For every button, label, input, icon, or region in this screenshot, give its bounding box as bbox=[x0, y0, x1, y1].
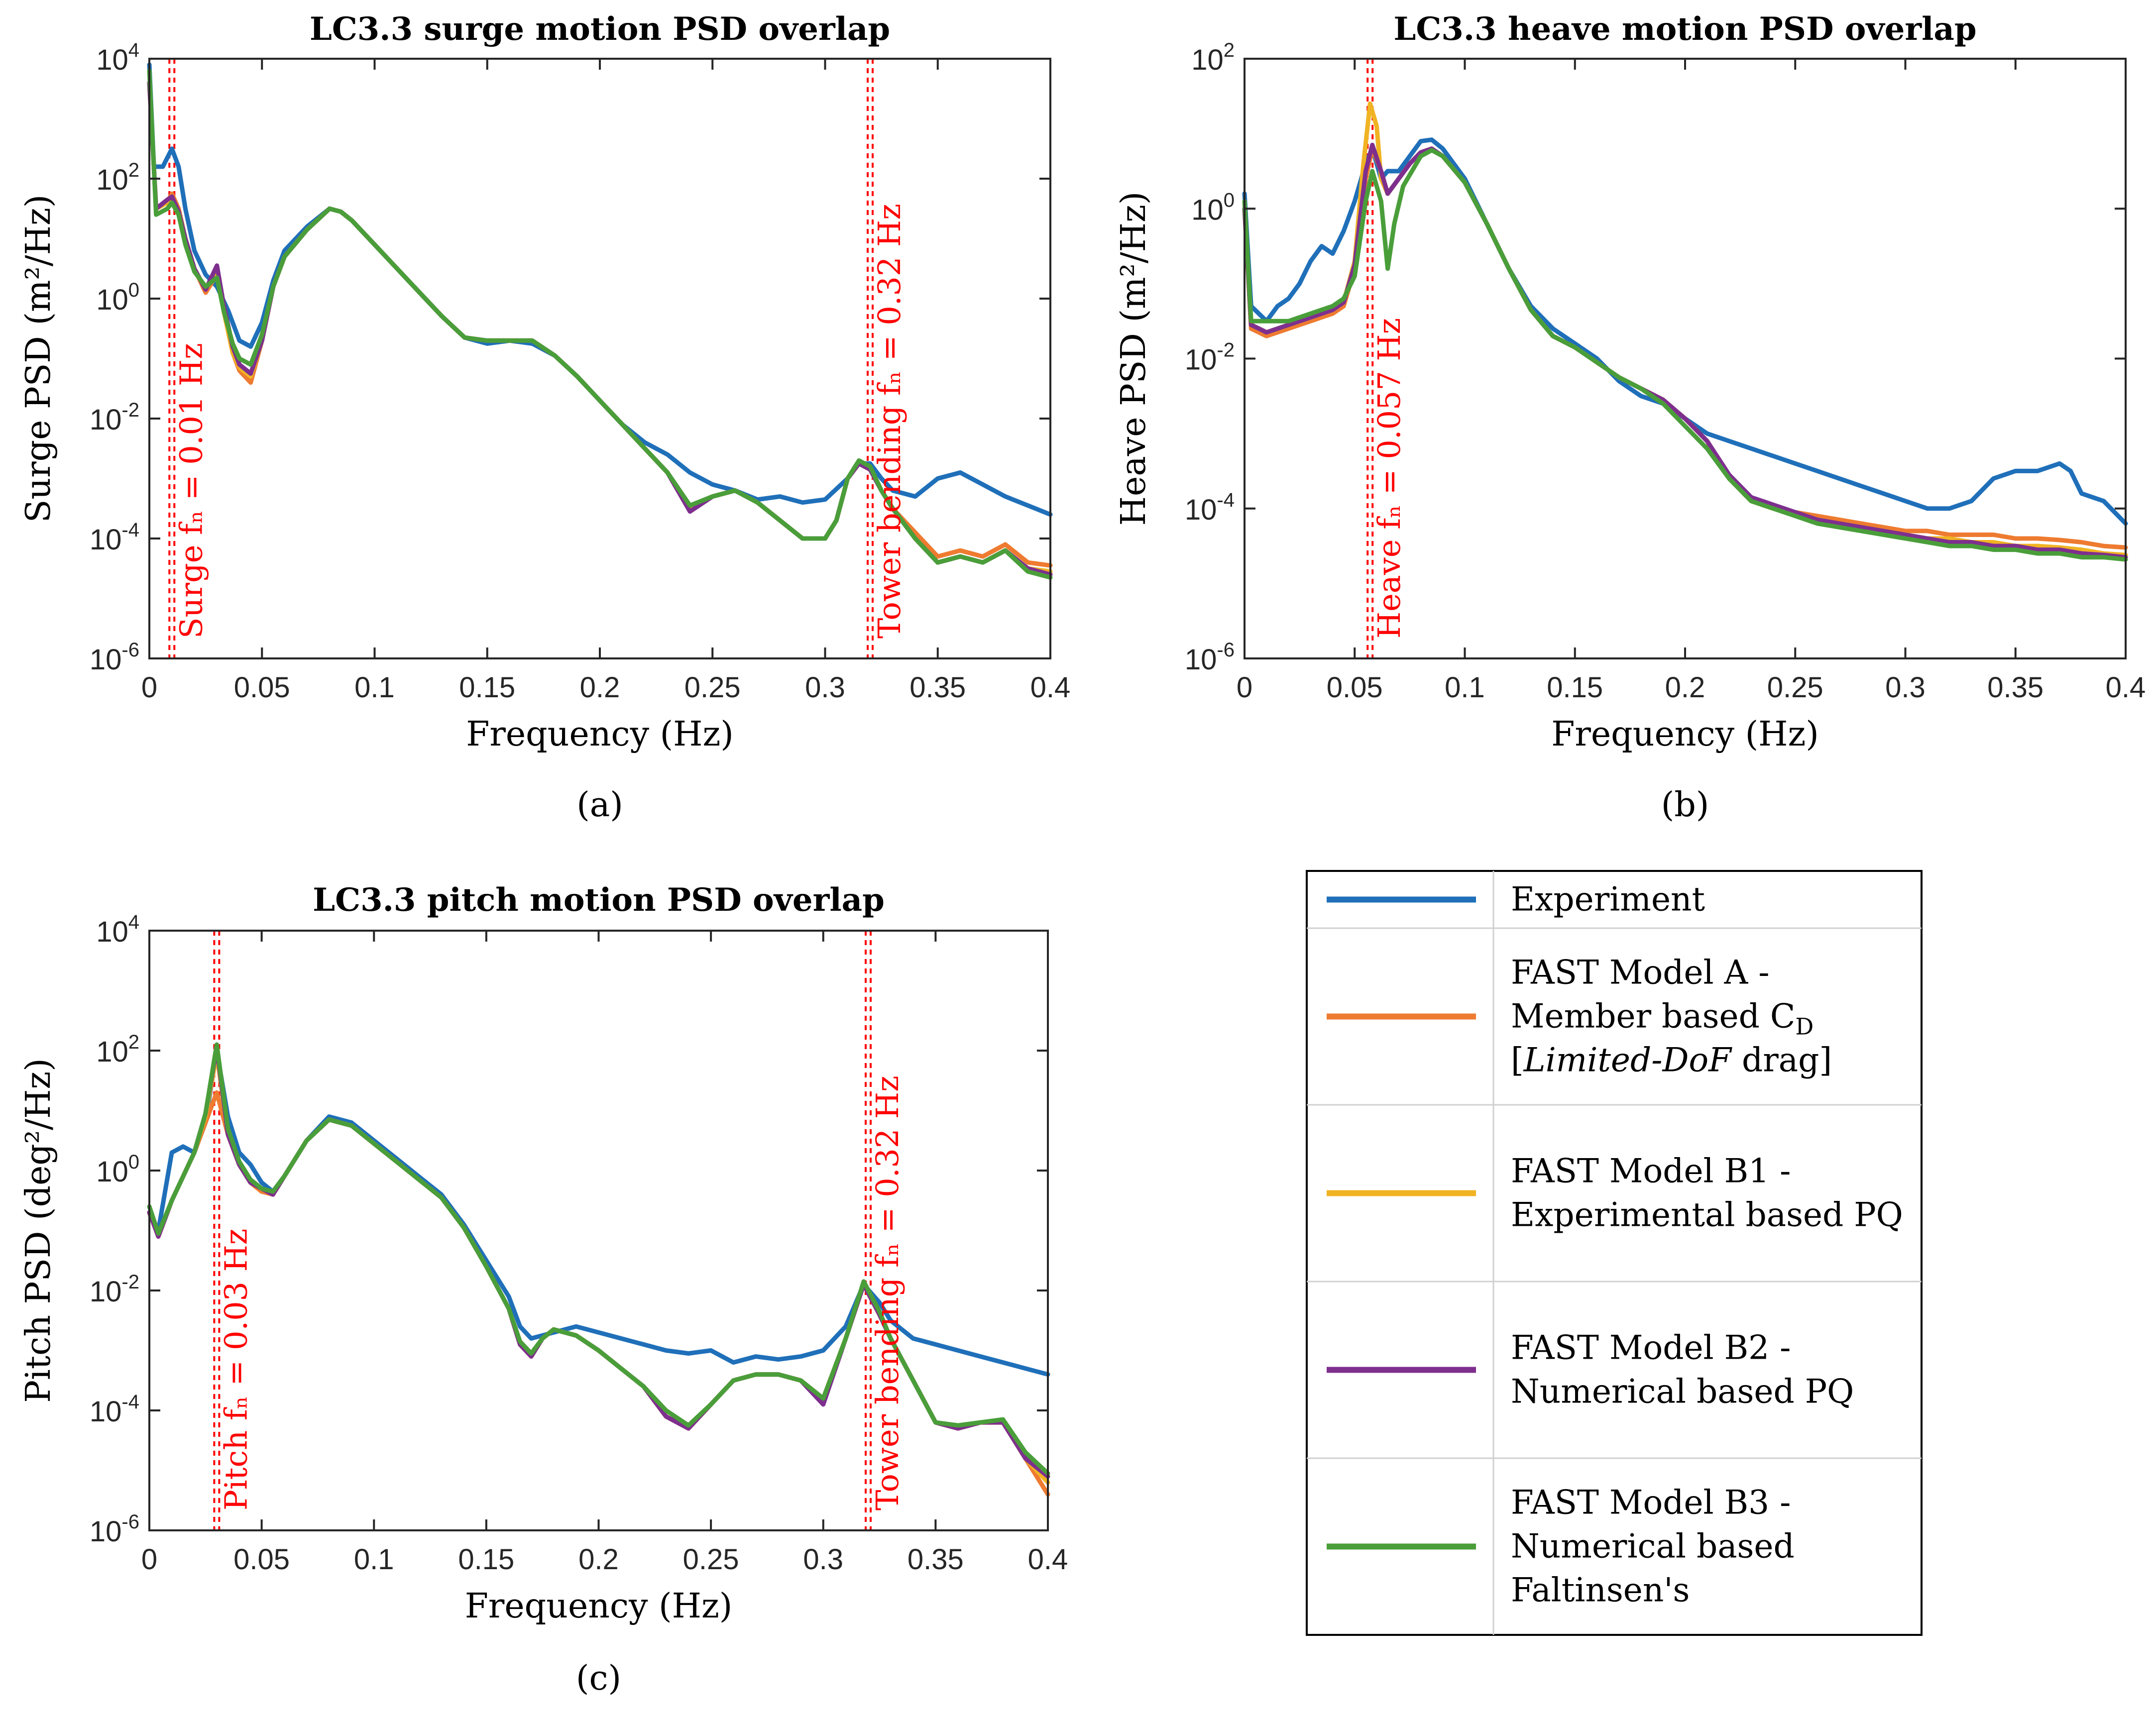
x-tick-label: 0.1 bbox=[354, 1543, 394, 1576]
annotation-label: Tower bending fₙ = 0.32 Hz bbox=[869, 1075, 906, 1510]
panel-label: (c) bbox=[576, 1659, 621, 1698]
legend: Experiment FAST Model A - Member based CD[… bbox=[1306, 870, 1923, 1636]
y-tick-label: 102 bbox=[96, 1031, 139, 1068]
series-line-0 bbox=[147, 1048, 1050, 1377]
x-tick-label: 0.4 bbox=[2106, 671, 2146, 704]
x-tick-label: 0 bbox=[141, 671, 157, 704]
y-tick-label: 104 bbox=[96, 39, 139, 76]
legend-label-model-b3: FAST Model B3 - bbox=[1511, 1484, 1791, 1522]
panel-label: (b) bbox=[1661, 785, 1709, 825]
legend-label-model-b3: Numerical based bbox=[1511, 1527, 1795, 1566]
annotation-label: Heave fₙ = 0.057 Hz bbox=[1371, 318, 1407, 639]
x-tick-label: 0 bbox=[1237, 671, 1252, 704]
x-tick-label: 0.25 bbox=[683, 1543, 739, 1576]
legend-label-model-a: Member based CD bbox=[1511, 997, 1814, 1040]
legend-label-model-b2: FAST Model B2 - bbox=[1511, 1329, 1791, 1367]
x-tick-label: 0 bbox=[141, 1543, 157, 1576]
x-tick-label: 0.25 bbox=[1767, 671, 1823, 704]
y-axis-label: Surge PSD (m²/Hz) bbox=[19, 195, 58, 523]
y-tick-label: 102 bbox=[1191, 39, 1235, 76]
panel-c: Pitch fₙ = 0.03 Hz Tower bending fₙ = 0.3… bbox=[19, 881, 1068, 1698]
y-tick-label: 10-6 bbox=[90, 639, 139, 676]
x-axis-label: Frequency (Hz) bbox=[465, 1587, 733, 1626]
y-tick-label: 100 bbox=[96, 1151, 139, 1188]
x-tick-label: 0.1 bbox=[354, 671, 395, 704]
x-axis-label: Frequency (Hz) bbox=[466, 715, 734, 754]
x-tick-label: 0.2 bbox=[580, 671, 620, 704]
x-tick-label: 0.25 bbox=[684, 671, 741, 704]
x-tick-label: 0.4 bbox=[1028, 1543, 1068, 1576]
x-tick-label: 0.3 bbox=[1885, 671, 1926, 704]
x-tick-label: 0.05 bbox=[233, 1543, 290, 1576]
y-axis-label: Pitch PSD (deg²/Hz) bbox=[19, 1058, 58, 1402]
chart-title: LC3.3 heave motion PSD overlap bbox=[1393, 10, 1976, 48]
series-line-4 bbox=[147, 68, 1053, 580]
panel-a: Surge fₙ = 0.01 Hz Tower bending fₙ = 0.3… bbox=[19, 10, 1070, 825]
plot-area bbox=[149, 931, 1048, 1530]
y-tick-label: 10-2 bbox=[90, 1271, 139, 1308]
x-tick-label: 0.15 bbox=[459, 671, 515, 704]
y-tick-label: 100 bbox=[96, 279, 139, 316]
y-tick-label: 102 bbox=[96, 159, 139, 196]
x-tick-label: 0.3 bbox=[803, 1543, 843, 1576]
legend-box bbox=[1306, 870, 1923, 1636]
y-tick-label: 10-6 bbox=[90, 1511, 139, 1548]
annotation-label: Pitch fₙ = 0.03 Hz bbox=[218, 1229, 254, 1510]
series-line-4 bbox=[1242, 148, 2128, 562]
x-tick-label: 0.35 bbox=[1987, 671, 2043, 704]
panel-label: (a) bbox=[576, 785, 623, 825]
x-tick-label: 0.15 bbox=[458, 1543, 514, 1576]
y-tick-label: 10-4 bbox=[90, 519, 139, 556]
plot-area bbox=[1245, 59, 2126, 658]
x-tick-label: 0.35 bbox=[908, 1543, 964, 1576]
legend-label-model-b1: Experimental based PQ bbox=[1511, 1196, 1903, 1234]
x-tick-label: 0.05 bbox=[1327, 671, 1383, 704]
legend-label-model-b3: Faltinsen's bbox=[1511, 1571, 1690, 1609]
legend-label-experiment: Experiment bbox=[1511, 880, 1705, 919]
x-tick-label: 0.15 bbox=[1547, 671, 1603, 704]
y-tick-label: 100 bbox=[1191, 189, 1235, 226]
x-tick-label: 0.2 bbox=[578, 1543, 619, 1576]
x-tick-label: 0.35 bbox=[909, 671, 966, 704]
x-tick-label: 0.4 bbox=[1030, 671, 1071, 704]
series-line-4 bbox=[147, 1042, 1050, 1476]
x-tick-label: 0.1 bbox=[1445, 671, 1485, 704]
legend-label-model-b1: FAST Model B1 - bbox=[1511, 1152, 1791, 1190]
chart-title: LC3.3 pitch motion PSD overlap bbox=[313, 881, 885, 919]
panel-b: Heave fₙ = 0.057 Hz 0 0.05 0.1 0.15 0.2 0.25 0.… bbox=[1114, 10, 2146, 825]
y-tick-label: 10-6 bbox=[1185, 639, 1235, 676]
legend-label-model-a: FAST Model A - bbox=[1511, 954, 1770, 992]
y-tick-label: 10-4 bbox=[1185, 489, 1235, 526]
x-tick-label: 0.3 bbox=[805, 671, 845, 704]
series-line-0 bbox=[1242, 137, 2128, 526]
x-tick-label: 0.2 bbox=[1665, 671, 1705, 704]
legend-label-model-b2: Numerical based PQ bbox=[1511, 1373, 1854, 1411]
y-tick-label: 10-2 bbox=[1185, 339, 1235, 376]
y-tick-label: 104 bbox=[96, 911, 139, 948]
annotation-label: Tower bending fₙ = 0.32 Hz bbox=[871, 204, 908, 639]
y-axis-label: Heave PSD (m²/Hz) bbox=[1114, 192, 1153, 526]
plot-area bbox=[149, 59, 1050, 658]
annotation-label: Surge fₙ = 0.01 Hz bbox=[173, 343, 209, 639]
y-tick-label: 10-4 bbox=[90, 1391, 139, 1428]
x-tick-label: 0.05 bbox=[234, 671, 290, 704]
x-axis-label: Frequency (Hz) bbox=[1551, 715, 1819, 754]
y-tick-label: 10-2 bbox=[90, 399, 139, 436]
legend-label-model-a: [Limited-DoF drag] bbox=[1511, 1041, 1832, 1079]
chart-title: LC3.3 surge motion PSD overlap bbox=[310, 10, 890, 48]
